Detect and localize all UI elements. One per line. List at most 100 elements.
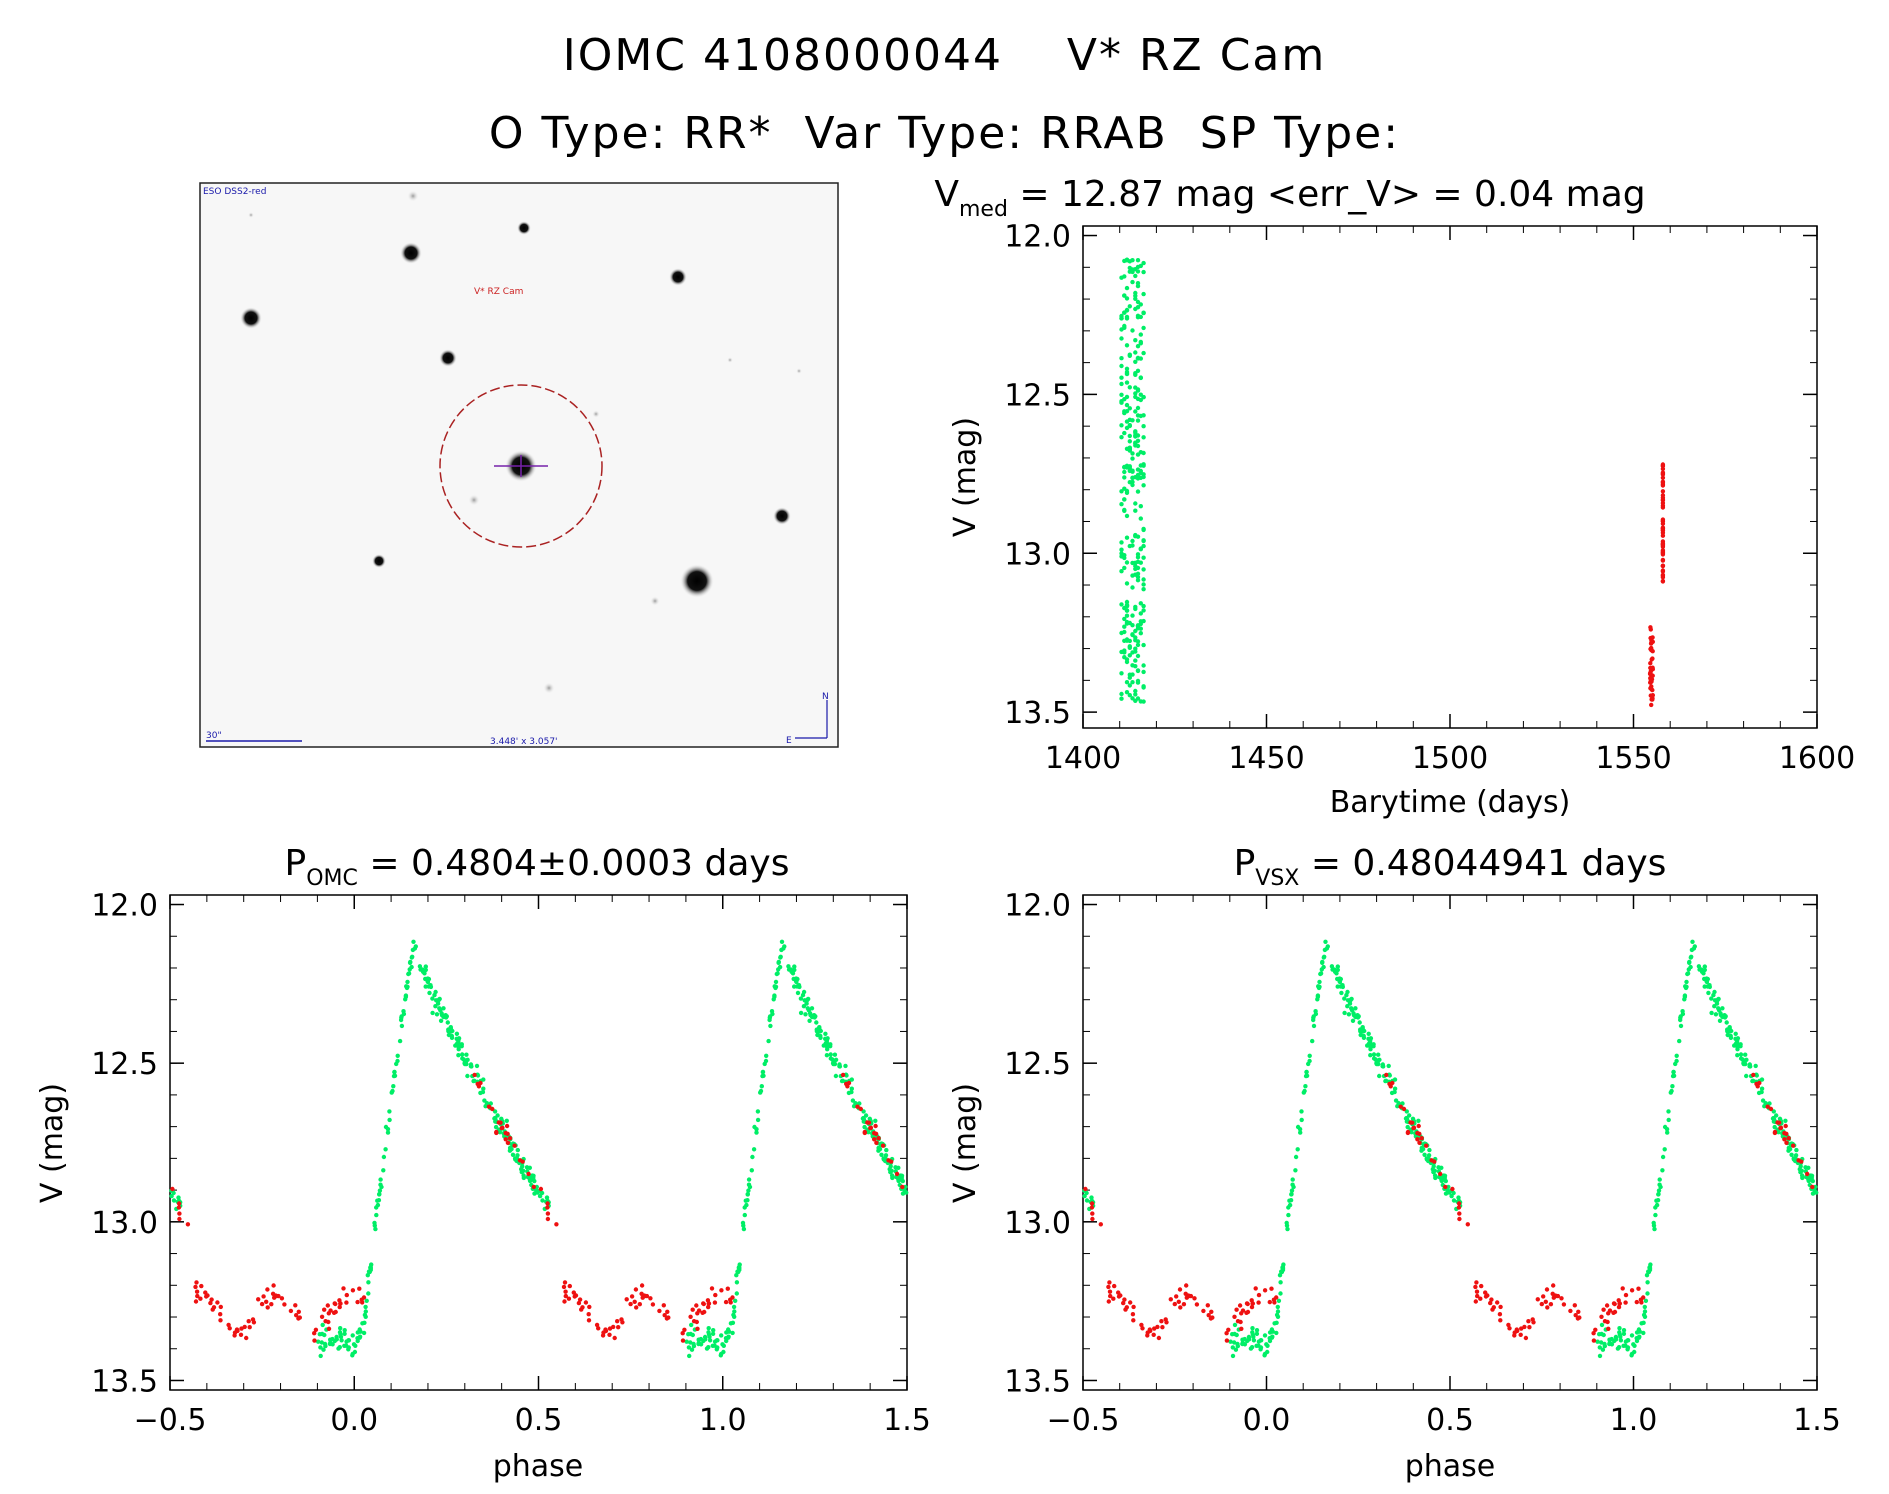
data-point-series-a (1674, 1053, 1679, 1059)
data-point-series-a (1133, 649, 1138, 654)
data-point-series-b (1174, 1294, 1179, 1299)
data-point-series-a (771, 997, 776, 1002)
data-point-series-a (1130, 680, 1135, 685)
data-point-series-a (794, 979, 799, 984)
data-point-series-a (1135, 418, 1141, 423)
data-point-series-a (1295, 1124, 1301, 1130)
data-point-series-a (720, 1342, 725, 1347)
data-point-series-a (1677, 1038, 1682, 1044)
data-point-series-b (244, 1335, 249, 1341)
data-point-series-a (1405, 1124, 1410, 1130)
data-point-series-a (1232, 1331, 1237, 1337)
data-point-series-a (750, 1154, 755, 1160)
data-point-series-b (1160, 1325, 1165, 1330)
y-tick-label: 13.5 (1004, 696, 1071, 731)
data-point-series-b (265, 1287, 270, 1292)
data-point-series-a (730, 1330, 735, 1336)
data-point-series-b (1599, 1314, 1604, 1320)
data-point-series-a (1307, 1058, 1312, 1064)
data-point-series-b (1577, 1315, 1582, 1320)
data-point-series-a (828, 1052, 833, 1057)
data-point-series-b (1612, 1309, 1618, 1315)
data-point-series-b (1478, 1296, 1483, 1301)
data-point-series-a (1393, 1098, 1399, 1103)
data-point-series-b (1238, 1319, 1243, 1325)
data-point-series-b (1616, 1298, 1621, 1303)
data-point-series-a (1643, 1298, 1649, 1304)
data-point-series-a (824, 1044, 830, 1049)
data-point-series-a (1293, 1168, 1298, 1173)
data-point-series-b (333, 1309, 338, 1315)
data-point-series-a (171, 1198, 177, 1203)
data-point-series-a (342, 1328, 347, 1333)
data-point-series-a (1130, 328, 1135, 333)
data-point-series-b (620, 1320, 625, 1325)
data-point-series-a (1274, 1330, 1279, 1336)
data-point-series-a (1119, 316, 1124, 321)
data-point-series-b (194, 1280, 199, 1285)
data-point-series-a (1350, 1018, 1356, 1023)
lightcurve-time-panel: Vmed = 12.87 mag <err_V> = 0.04 mag 1400… (934, 174, 1855, 820)
data-point-series-b (1786, 1136, 1791, 1141)
data-point-series-a (1347, 1001, 1353, 1006)
data-point-series-a (687, 1353, 692, 1359)
plot-frame (169, 894, 908, 1391)
data-point-series-b (1498, 1318, 1503, 1323)
data-point-series-a (830, 1061, 836, 1066)
data-point-series-b (1108, 1293, 1113, 1299)
data-point-series-b (1641, 1295, 1646, 1300)
data-point-series-a (1119, 375, 1124, 380)
data-point-series-a (1772, 1124, 1777, 1130)
x-tick-label: 0.5 (1426, 1403, 1474, 1438)
data-point-series-b (294, 1313, 299, 1318)
data-point-series-a (1315, 997, 1320, 1002)
data-point-series-a (1124, 380, 1130, 385)
data-point-series-a (1315, 993, 1321, 998)
data-point-series-a (715, 1338, 720, 1343)
data-point-series-b (503, 1137, 508, 1142)
data-point-series-a (337, 1345, 342, 1350)
data-point-series-a (438, 1018, 444, 1023)
data-point-series-b (1490, 1307, 1495, 1312)
data-point-series-a (1141, 608, 1146, 613)
data-point-series-a (1634, 1336, 1639, 1341)
data-point-series-b (1648, 686, 1653, 691)
data-point-series-a (1130, 475, 1135, 481)
data-point-series-b (1384, 1072, 1389, 1078)
data-point-series-a (405, 979, 410, 985)
data-point-series-b (1483, 1290, 1488, 1295)
data-point-series-a (1122, 507, 1127, 513)
data-point-series-a (1642, 1314, 1648, 1320)
data-point-series-a (1729, 1028, 1734, 1034)
data-point-series-b (1192, 1296, 1197, 1301)
data-point-series-b (665, 1309, 670, 1315)
data-point-series-a (346, 1347, 351, 1352)
data-point-series-a (391, 1084, 396, 1089)
x-tick-label: 0.0 (330, 1403, 378, 1438)
data-point-series-a (803, 1012, 808, 1017)
data-point-series-a (1124, 560, 1130, 565)
data-point-series-a (1290, 1177, 1295, 1182)
data-point-series-b (562, 1280, 568, 1285)
data-point-series-b (215, 1300, 220, 1305)
data-point-series-a (1124, 308, 1130, 313)
data-point-series-a (742, 1212, 747, 1218)
data-point-series-a (413, 944, 418, 949)
data-point-series-a (755, 1109, 761, 1114)
data-point-series-a (1122, 325, 1127, 330)
data-point-series-a (779, 947, 784, 953)
data-point-series-a (539, 1190, 545, 1196)
data-point-series-b (193, 1299, 199, 1304)
data-point-series-b (1660, 505, 1666, 510)
data-point-series-b (1576, 1309, 1581, 1315)
data-point-series-a (422, 971, 427, 976)
data-point-series-a (719, 1333, 724, 1338)
x-tick-label: 1450 (1228, 741, 1304, 776)
data-point-series-a (1666, 1109, 1671, 1114)
data-point-series-a (1141, 603, 1146, 609)
data-point-series-a (1133, 350, 1138, 355)
data-point-series-a (1678, 1023, 1684, 1029)
data-point-series-a (888, 1169, 893, 1175)
data-point-series-a (1288, 1198, 1294, 1203)
data-point-series-a (837, 1064, 842, 1069)
